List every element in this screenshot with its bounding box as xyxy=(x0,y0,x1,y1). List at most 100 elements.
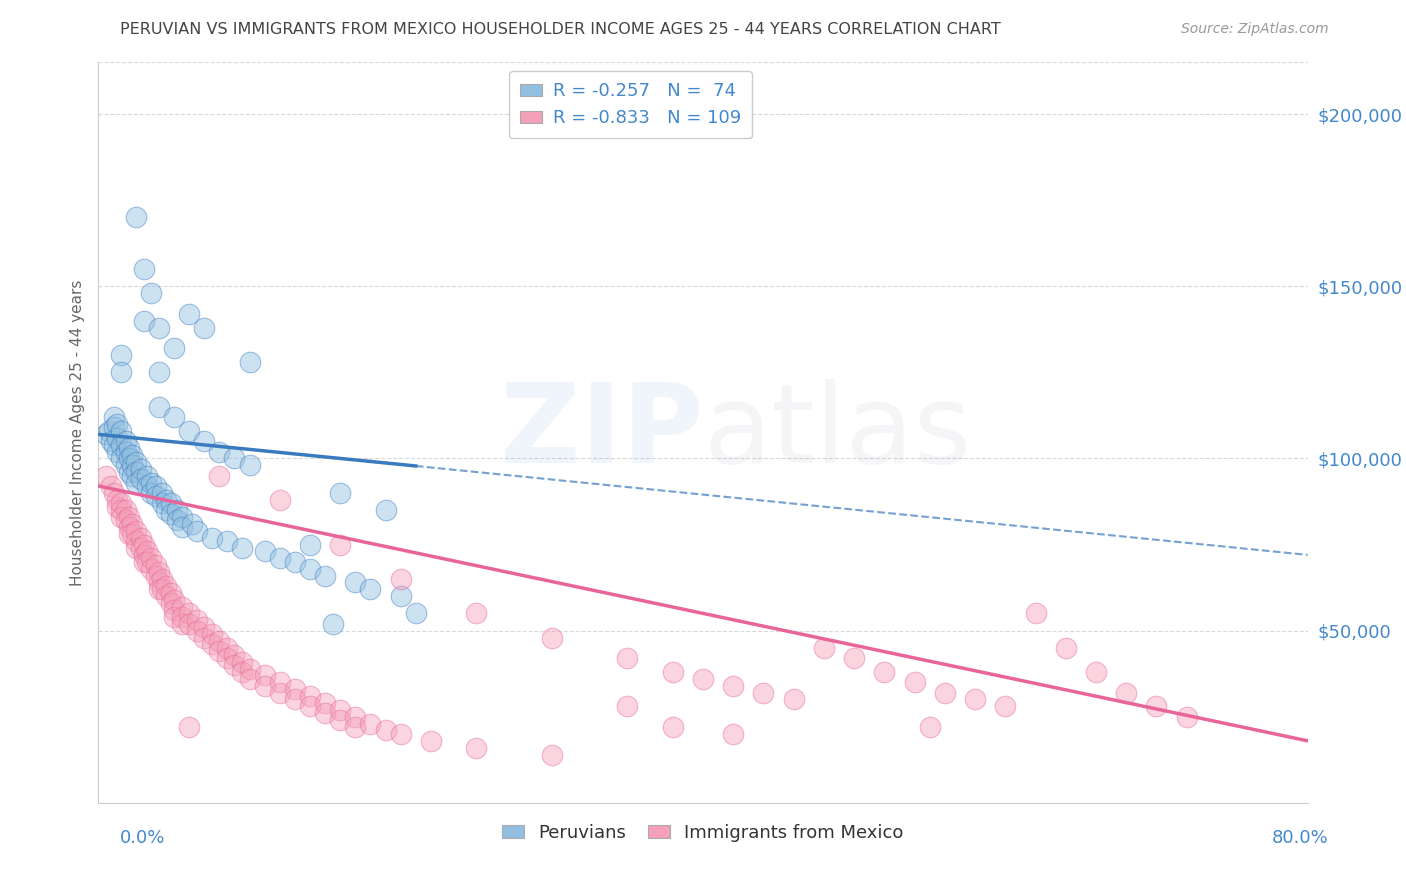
Point xyxy=(253,679,276,693)
Point xyxy=(110,348,132,362)
Point xyxy=(374,723,396,738)
Point xyxy=(125,475,148,490)
Point xyxy=(231,665,253,679)
Point xyxy=(208,644,231,658)
Point xyxy=(125,455,148,469)
Point xyxy=(752,685,775,699)
Point xyxy=(121,516,143,531)
Point xyxy=(148,565,170,579)
Point xyxy=(269,551,291,566)
Point xyxy=(118,527,141,541)
Point xyxy=(239,672,262,686)
Point xyxy=(215,640,238,655)
Point xyxy=(145,489,167,503)
Point xyxy=(160,507,183,521)
Point xyxy=(121,458,143,473)
Point xyxy=(299,689,322,703)
Point xyxy=(224,451,246,466)
Point xyxy=(135,468,157,483)
Text: Source: ZipAtlas.com: Source: ZipAtlas.com xyxy=(1181,22,1329,37)
Point xyxy=(208,444,231,458)
Point xyxy=(125,534,148,549)
Point xyxy=(163,592,186,607)
Legend: Peruvians, Immigrants from Mexico: Peruvians, Immigrants from Mexico xyxy=(495,817,911,849)
Point xyxy=(193,620,215,634)
Point xyxy=(405,607,427,621)
Point xyxy=(141,551,163,566)
Point xyxy=(215,534,238,549)
Point xyxy=(148,582,170,597)
Point xyxy=(813,640,835,655)
Point xyxy=(186,613,208,627)
Point xyxy=(118,451,141,466)
Point xyxy=(193,434,215,449)
Point xyxy=(420,734,443,748)
Point xyxy=(121,527,143,541)
Point xyxy=(155,579,177,593)
Point xyxy=(141,561,163,575)
Point xyxy=(344,575,367,590)
Point xyxy=(269,492,291,507)
Point xyxy=(141,486,163,500)
Point xyxy=(179,607,201,621)
Point xyxy=(540,747,562,762)
Point xyxy=(100,434,122,449)
Point xyxy=(145,479,167,493)
Point xyxy=(616,651,638,665)
Point xyxy=(114,434,136,449)
Point xyxy=(163,603,186,617)
Point xyxy=(132,555,155,569)
Point xyxy=(179,424,201,438)
Point xyxy=(314,706,336,721)
Point xyxy=(179,616,201,631)
Point xyxy=(239,355,262,369)
Point xyxy=(723,679,745,693)
Point xyxy=(201,637,224,651)
Point xyxy=(193,631,215,645)
Point xyxy=(215,651,238,665)
Point xyxy=(208,468,231,483)
Point xyxy=(299,561,322,575)
Point xyxy=(105,417,128,431)
Point xyxy=(132,548,155,562)
Point xyxy=(163,341,186,355)
Point xyxy=(129,472,152,486)
Point xyxy=(94,427,117,442)
Point xyxy=(103,438,125,452)
Point xyxy=(148,575,170,590)
Point xyxy=(160,596,183,610)
Point xyxy=(170,610,193,624)
Point xyxy=(170,520,193,534)
Point xyxy=(965,692,987,706)
Point xyxy=(150,572,173,586)
Point xyxy=(110,510,132,524)
Point xyxy=(110,496,132,510)
Point xyxy=(1115,685,1137,699)
Point xyxy=(114,458,136,473)
Point xyxy=(918,720,941,734)
Point xyxy=(239,458,262,473)
Point xyxy=(934,685,956,699)
Point xyxy=(135,544,157,558)
Point xyxy=(105,500,128,514)
Point xyxy=(284,682,307,697)
Point xyxy=(148,400,170,414)
Point xyxy=(110,438,132,452)
Point xyxy=(344,720,367,734)
Point xyxy=(692,672,714,686)
Point xyxy=(148,320,170,334)
Point xyxy=(103,410,125,425)
Point xyxy=(322,616,344,631)
Point xyxy=(329,537,352,551)
Point xyxy=(105,444,128,458)
Point xyxy=(110,424,132,438)
Point xyxy=(253,544,276,558)
Point xyxy=(269,675,291,690)
Point xyxy=(114,444,136,458)
Text: 0.0%: 0.0% xyxy=(120,829,165,847)
Point xyxy=(141,286,163,301)
Point xyxy=(344,709,367,723)
Point xyxy=(224,648,246,662)
Point xyxy=(132,314,155,328)
Point xyxy=(179,307,201,321)
